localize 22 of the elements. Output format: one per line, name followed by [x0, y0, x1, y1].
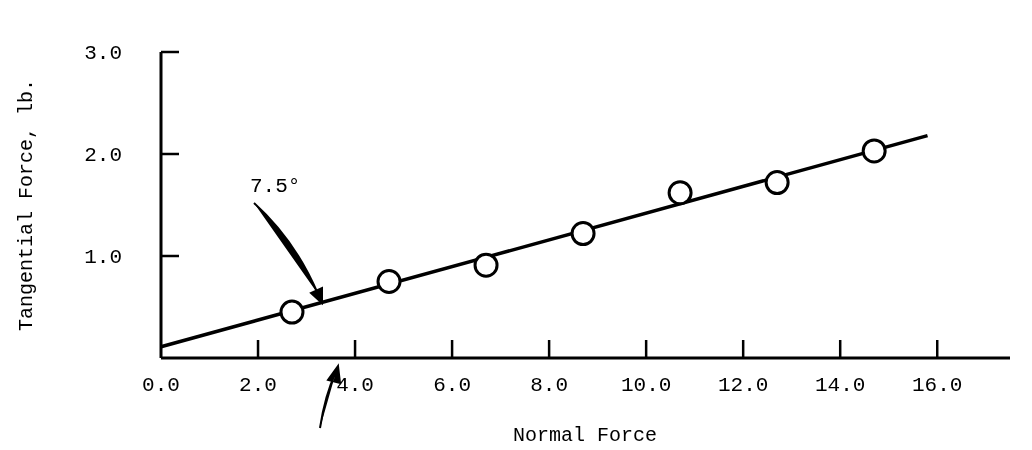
annotation: 7.5°: [250, 175, 301, 198]
y-tick-label: 2.0: [84, 144, 122, 167]
y-tick-label: 1.0: [84, 246, 122, 269]
x-tick-label: 12.0: [717, 374, 769, 397]
x-tick-label: 14.0: [814, 374, 866, 397]
x-tick-label: 6.0: [433, 374, 471, 397]
x-tick-label: 8.0: [530, 374, 569, 397]
point: [570, 221, 596, 247]
point: [376, 269, 402, 294]
point: [667, 180, 693, 206]
x-tick-label: 0.0: [142, 374, 180, 397]
x-tick-label: 4.0: [336, 374, 374, 397]
point: [861, 138, 887, 164]
x-tick-label: 16.0: [912, 374, 963, 397]
y-tick-label: 3.0: [84, 42, 122, 65]
x-tick-label: 2.0: [239, 374, 277, 397]
y-axis-title: Tangential Force, lb.: [15, 78, 38, 332]
point: [473, 252, 499, 278]
x-axis-title: Normal Force: [512, 424, 658, 447]
point: [764, 170, 790, 196]
x-tick-label: 10.0: [620, 374, 672, 397]
point: [279, 299, 305, 325]
